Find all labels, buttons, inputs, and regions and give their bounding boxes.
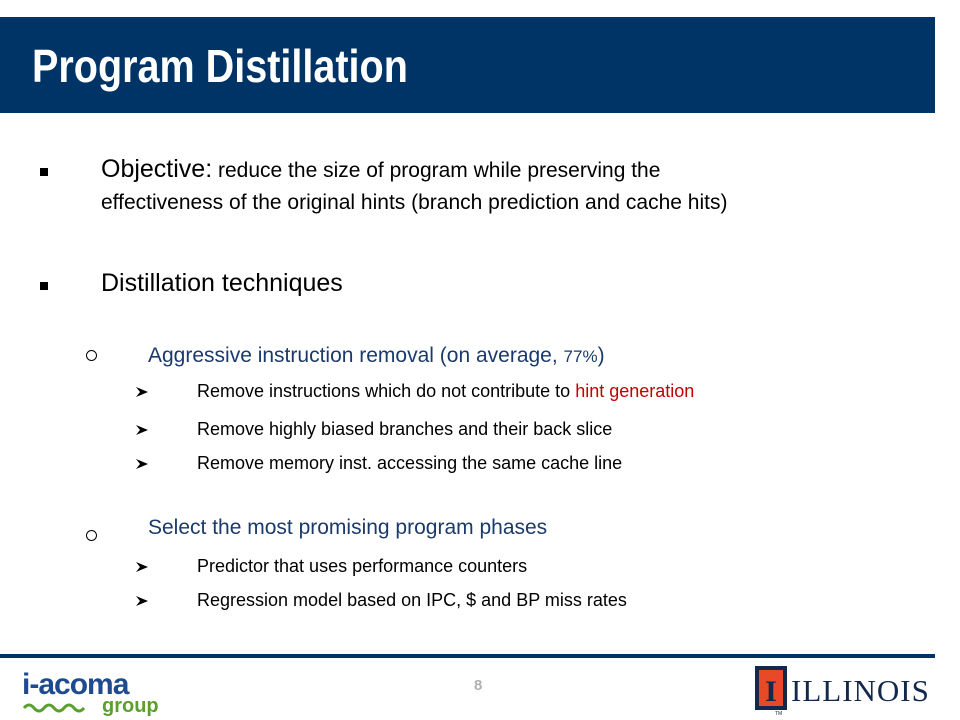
objective-line1: Objective: reduce the size of program wh… [101,155,660,184]
sub1-heading-close: ) [597,344,605,367]
sub2-item-1: Predictor that uses performance counters [197,556,528,576]
page-number: 8 [474,677,483,694]
slide-title: Program Distillation [32,40,408,92]
sub1-heading-percent: 77% [563,347,598,366]
illinois-block-i: I [765,675,777,708]
objective-label: Objective: [101,155,213,183]
techniques-label: Distillation techniques [101,269,343,297]
arrow-bullet-icon [136,562,148,572]
sub1-item-3: Remove memory inst. accessing the same c… [197,453,623,473]
sub1-item-1-text: Remove instructions which do not contrib… [197,381,576,401]
arrow-bullet-icon [136,387,148,397]
illinois-logo: I ILLINOIS TM [755,666,930,716]
sub1-item-1: Remove instructions which do not contrib… [197,381,694,402]
bullet-circle-icon [86,530,97,541]
sub1-heading-text: Aggressive instruction removal (on avera… [148,344,564,367]
iacoma-logo-group: group [102,695,159,717]
objective-text-1: reduce the size of program while preserv… [212,159,661,182]
arrow-bullet-icon [136,459,148,469]
illinois-wordmark: ILLINOIS [791,673,930,708]
title-bar: Program Distillation [0,17,935,113]
arrow-bullet-icon [136,596,148,606]
sub1-heading: Aggressive instruction removal (on avera… [148,344,605,368]
bullet-square-icon [40,282,48,290]
bullet-square-icon [40,168,48,176]
iacoma-logo-text: i-acoma [22,668,130,701]
iacoma-logo: i-acoma group [22,668,159,717]
footer-divider [0,654,935,658]
arrow-bullet-icon [136,425,148,435]
sub1-item-1-highlight: hint generation [575,381,695,401]
bullet-circle-icon [86,350,97,361]
objective-text-2: effectiveness of the original hints (bra… [101,191,728,214]
sub1-item-2: Remove highly biased branches and their … [197,419,613,439]
sub2-heading: Select the most promising program phases [148,516,548,539]
sub2-item-2: Regression model based on IPC, $ and BP … [197,590,627,610]
illinois-tm: TM [775,711,782,716]
